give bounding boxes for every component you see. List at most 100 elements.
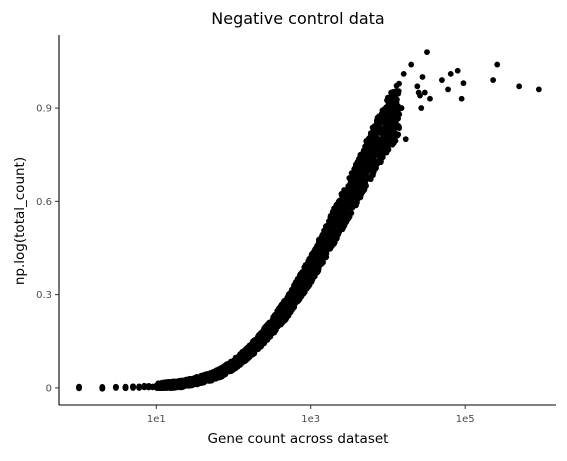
data-point (345, 183, 352, 190)
y-axis-ticks: 0 0.3 0.6 0.9 (36, 104, 59, 394)
data-point (297, 276, 303, 283)
data-point (230, 358, 237, 364)
data-point (169, 378, 176, 385)
data-point (262, 328, 269, 334)
data-point (265, 322, 272, 329)
data-point (347, 175, 354, 181)
data-point (275, 306, 282, 313)
data-point (458, 95, 465, 102)
data-point (292, 299, 299, 306)
x-tick-label: 1e1 (147, 414, 166, 425)
data-point (182, 377, 189, 383)
x-tick-label: 1e5 (456, 414, 475, 425)
data-point (374, 161, 381, 167)
x-axis-ticks: 1e1 1e3 1e5 (147, 405, 475, 425)
data-point (372, 152, 379, 159)
data-point (366, 137, 373, 144)
data-point (162, 385, 168, 391)
data-point (389, 89, 396, 96)
data-point (393, 99, 400, 106)
data-point (301, 265, 308, 272)
data-point (324, 247, 331, 254)
data-point (352, 175, 359, 182)
data-point (222, 365, 229, 372)
data-point (314, 269, 321, 276)
data-point (328, 226, 335, 233)
data-point (396, 111, 403, 118)
data-point (445, 86, 451, 93)
data-point (331, 236, 338, 243)
data-point (386, 106, 393, 113)
data-point (323, 228, 330, 235)
data-point (282, 299, 288, 306)
data-point (516, 83, 523, 90)
data-point (99, 384, 106, 390)
x-tick-label: 1e3 (301, 414, 320, 425)
data-point (76, 383, 82, 390)
data-point (387, 123, 394, 129)
data-point (236, 354, 243, 361)
data-point (371, 134, 378, 141)
y-tick-label: 0.6 (36, 197, 52, 208)
data-point (319, 231, 326, 238)
data-point (313, 255, 320, 262)
data-point (283, 313, 290, 319)
data-point (301, 288, 308, 295)
data-point (362, 144, 369, 151)
data-point (381, 106, 388, 112)
data-point (414, 83, 421, 90)
data-point (382, 123, 389, 130)
data-point (395, 131, 402, 138)
data-point (424, 49, 430, 55)
data-point (400, 70, 407, 77)
data-point (454, 67, 461, 74)
data-point (301, 283, 308, 290)
data-points (76, 49, 542, 392)
data-point (358, 156, 365, 163)
data-point (247, 347, 254, 354)
data-point (390, 132, 397, 138)
data-point (155, 380, 162, 387)
data-point (174, 380, 181, 387)
data-point (328, 243, 334, 250)
data-point (427, 95, 433, 102)
data-point (345, 193, 351, 200)
data-point (189, 380, 196, 387)
y-axis-title: np.log(total_count) (12, 157, 28, 285)
data-point (370, 147, 377, 154)
data-point (387, 99, 394, 106)
data-point (296, 287, 303, 294)
y-tick-label: 0.3 (36, 290, 52, 301)
data-point (386, 112, 393, 119)
data-point (421, 89, 428, 96)
data-point (380, 115, 387, 122)
data-point (243, 351, 250, 358)
data-point (419, 74, 426, 80)
data-point (130, 383, 136, 390)
data-point (361, 187, 367, 194)
data-point (363, 162, 369, 168)
data-point (341, 202, 347, 209)
data-point (141, 383, 148, 389)
data-point (339, 194, 346, 201)
data-point (362, 182, 369, 189)
data-point (408, 61, 415, 68)
x-axis-title: Gene count across dataset (208, 431, 389, 447)
data-point (276, 319, 283, 326)
data-point (193, 374, 200, 381)
data-point (386, 139, 393, 146)
data-point (371, 122, 378, 129)
data-point (370, 127, 377, 134)
data-point (122, 385, 129, 391)
data-point (317, 248, 324, 255)
data-point (136, 384, 143, 391)
data-point (460, 80, 467, 87)
data-point (331, 210, 338, 217)
data-point (402, 136, 409, 143)
data-point (346, 210, 353, 217)
y-tick-label: 0.9 (36, 104, 52, 115)
data-point (378, 129, 385, 136)
data-point (379, 136, 386, 143)
data-point (337, 214, 344, 220)
